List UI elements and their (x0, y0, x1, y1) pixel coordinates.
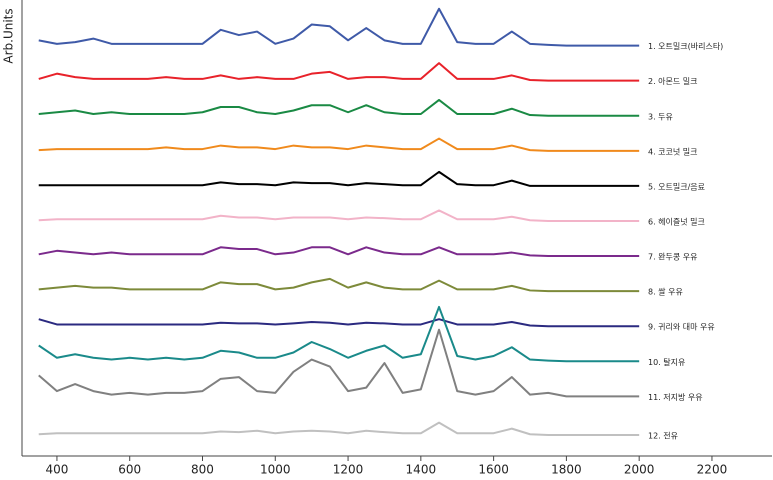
spectrum-line (38, 98, 640, 117)
spectrum-line (38, 137, 640, 152)
spectrum-line (38, 421, 640, 436)
x-tick-label: 600 (118, 463, 141, 477)
x-tick-label: 400 (45, 463, 68, 477)
x-tick-label: 1800 (551, 463, 582, 477)
legend-label: 7. 완두콩 우유 (648, 253, 698, 262)
legend-label: 9. 귀리와 대마 우유 (648, 322, 715, 332)
legend-label: 8. 쌀 우유 (648, 288, 683, 297)
legend-label: 6. 헤이즐넛 밀크 (648, 216, 705, 226)
spectrum-line (38, 277, 640, 293)
x-tick-label: 1600 (478, 463, 509, 477)
legend-label: 11. 저지방 우유 (648, 392, 703, 402)
spectrum-line (38, 328, 640, 398)
legend-label: 5. 오트밀크/음료 (648, 182, 705, 191)
y-axis-label: Arb.Units (2, 8, 16, 63)
legend-label: 2. 아몬드 밀크 (648, 76, 698, 86)
x-tick-label: 2000 (624, 463, 655, 477)
x-tick-label: 2200 (697, 463, 728, 477)
legend-label: 1. 오트밀크(바리스타) (648, 41, 723, 51)
legend-label: 10. 탈지유 (648, 357, 685, 367)
spectrum-line (38, 246, 640, 258)
legend-label: 12. 전유 (648, 430, 678, 440)
x-tick-label: 1400 (406, 463, 437, 477)
x-tick-label: 800 (191, 463, 214, 477)
spectrum-line (38, 62, 640, 82)
spectrum-line (38, 209, 640, 222)
x-tick-label: 1000 (260, 463, 291, 477)
legend-label: 4. 코코넛 밀크 (648, 147, 698, 156)
legend-label: 3. 두유 (648, 112, 673, 121)
spectrum-line (38, 7, 640, 47)
spectrum-line (38, 170, 640, 187)
x-tick-label: 1200 (333, 463, 364, 477)
spectrum-line (38, 305, 640, 363)
spectrum-line (38, 318, 640, 328)
